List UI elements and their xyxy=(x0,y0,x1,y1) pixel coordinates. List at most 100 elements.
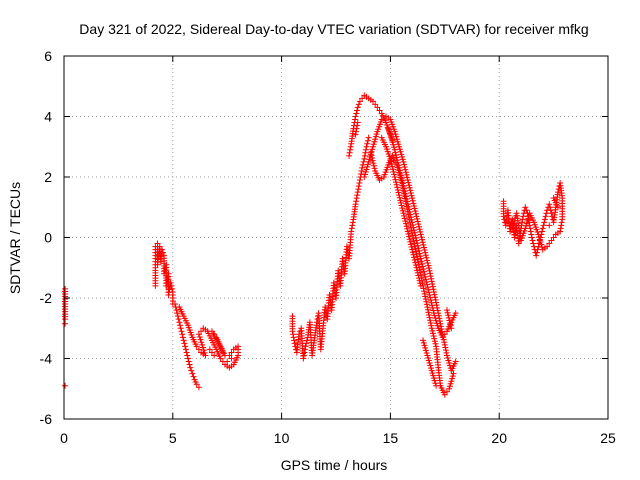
data-point xyxy=(428,367,435,374)
data-point xyxy=(435,310,442,317)
data-point-fill xyxy=(401,192,408,199)
y-tick-label: 4 xyxy=(44,109,52,125)
data-point-fill xyxy=(442,347,449,354)
data-point-fill xyxy=(399,182,406,189)
data-point-fill xyxy=(421,247,428,254)
data-point-fill xyxy=(391,144,398,151)
data-point-fill xyxy=(436,318,443,325)
data-point-fill xyxy=(404,208,411,215)
data-point-fill xyxy=(301,349,308,356)
data-point-fill xyxy=(421,290,428,297)
data-point-fill xyxy=(409,229,416,236)
data-point-fill xyxy=(420,268,427,275)
data-point-fill xyxy=(184,352,191,359)
data-point-fill xyxy=(401,212,408,219)
data-point-fill xyxy=(399,205,406,212)
data-point-fill xyxy=(411,254,418,261)
data-point-fill xyxy=(366,156,373,163)
data-point xyxy=(361,155,368,162)
data-point-fill xyxy=(168,282,175,289)
data-point-fill xyxy=(369,157,376,164)
data-point-fill xyxy=(372,136,379,143)
data-point-fill xyxy=(373,131,380,138)
data-point-fill xyxy=(538,241,545,248)
data-point-fill xyxy=(416,226,423,233)
data-point-fill xyxy=(405,231,412,238)
data-point-fill xyxy=(406,233,413,240)
data-point xyxy=(369,98,376,105)
data-point-fill xyxy=(417,253,424,260)
data-point-fill xyxy=(429,281,436,288)
data-point-fill xyxy=(409,232,416,239)
data-point-fill xyxy=(525,212,532,219)
data-point-fill xyxy=(410,251,417,258)
data-point-fill xyxy=(422,293,429,300)
data-point-fill xyxy=(404,174,411,181)
data-point-fill xyxy=(290,331,297,338)
data-point xyxy=(443,352,450,359)
data-point-fill xyxy=(403,203,410,210)
y-tick-labels: -6 -4 -2 0 2 4 6 xyxy=(40,48,53,427)
data-point-fill xyxy=(362,149,369,156)
data-point-fill xyxy=(401,161,408,168)
data-point-fill xyxy=(363,166,370,173)
data-point xyxy=(446,385,453,392)
data-point-fill xyxy=(533,249,540,256)
data-point-fill xyxy=(349,219,356,226)
data-point xyxy=(428,325,435,332)
data-point-fill xyxy=(402,195,409,202)
data-point-fill xyxy=(415,272,422,279)
data-point-fill xyxy=(433,320,440,327)
data-point-fill xyxy=(404,206,411,213)
data-point-fill xyxy=(414,218,421,225)
data-point-fill xyxy=(394,184,401,191)
data-point-fill xyxy=(208,349,215,356)
data-point-fill xyxy=(546,204,553,211)
data-point-fill xyxy=(354,192,361,199)
data-point-fill xyxy=(389,163,396,170)
data-point xyxy=(430,288,437,295)
data-point-fill xyxy=(392,176,399,183)
data-point xyxy=(291,340,298,347)
data-point-fill xyxy=(423,279,430,286)
data-point-fill xyxy=(396,146,403,153)
data-point-fill xyxy=(408,224,415,231)
data-point xyxy=(359,164,366,171)
data-point-fill xyxy=(439,328,446,335)
data-point xyxy=(413,213,420,220)
data-point-fill xyxy=(423,254,430,261)
data-point-fill xyxy=(421,271,428,278)
data-point-fill xyxy=(519,216,526,223)
data-point xyxy=(507,228,514,235)
data-point xyxy=(422,249,429,256)
data-point-fill xyxy=(510,220,517,227)
data-point-fill xyxy=(426,314,433,321)
data-point-fill xyxy=(183,349,190,356)
data-point-fill xyxy=(198,328,205,335)
data-point-fill xyxy=(401,190,407,197)
data-point xyxy=(352,201,359,208)
data-point-fill xyxy=(370,160,377,167)
data-point-fill xyxy=(540,222,547,229)
data-point-fill xyxy=(402,218,409,225)
data-point-fill xyxy=(401,215,408,222)
data-point xyxy=(167,279,174,286)
data-point xyxy=(346,152,353,159)
data-point-fill xyxy=(413,251,420,258)
data-point-fill xyxy=(412,208,419,215)
data-point-fill xyxy=(409,197,416,204)
data-point-fill xyxy=(396,171,403,178)
data-point-fill xyxy=(405,211,412,218)
data-point-fill xyxy=(402,166,409,173)
data-point-fill xyxy=(416,277,423,284)
data-point-fill xyxy=(408,244,415,251)
data-point-fill xyxy=(424,259,431,266)
data-point xyxy=(187,364,194,371)
data-point xyxy=(189,370,196,377)
data-point-fill xyxy=(557,225,564,232)
data-point-fill xyxy=(541,219,548,226)
data-point-fill xyxy=(290,334,297,341)
data-point xyxy=(178,328,185,335)
data-point-fill xyxy=(376,107,383,114)
